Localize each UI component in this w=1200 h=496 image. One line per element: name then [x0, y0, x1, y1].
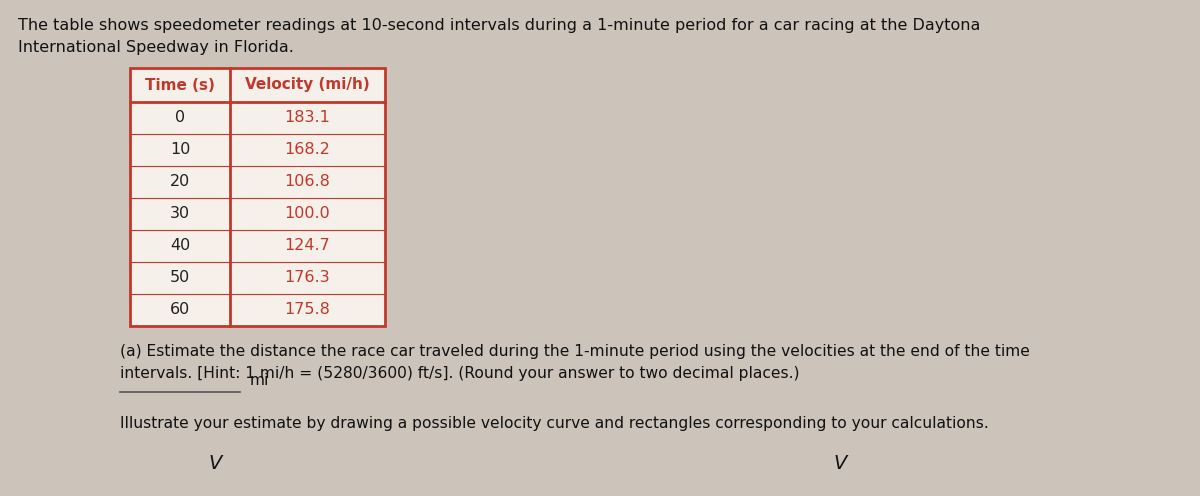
Text: 124.7: 124.7	[284, 239, 330, 253]
Text: 0: 0	[175, 111, 185, 125]
Text: Time (s): Time (s)	[145, 77, 215, 92]
Text: Illustrate your estimate by drawing a possible velocity curve and rectangles cor: Illustrate your estimate by drawing a po…	[120, 416, 989, 431]
Text: 183.1: 183.1	[284, 111, 330, 125]
Text: 106.8: 106.8	[284, 175, 330, 189]
Text: 30: 30	[170, 206, 190, 222]
Text: 50: 50	[170, 270, 190, 286]
Text: V: V	[209, 454, 222, 473]
Text: (a) Estimate the distance the race car traveled during the 1-minute period using: (a) Estimate the distance the race car t…	[120, 344, 1030, 359]
Text: 168.2: 168.2	[284, 142, 330, 158]
Text: 40: 40	[170, 239, 190, 253]
Text: International Speedway in Florida.: International Speedway in Florida.	[18, 40, 294, 55]
Text: V: V	[833, 454, 847, 473]
Text: 10: 10	[170, 142, 190, 158]
Text: 175.8: 175.8	[284, 303, 330, 317]
Text: 20: 20	[170, 175, 190, 189]
Text: Velocity (mi/h): Velocity (mi/h)	[245, 77, 370, 92]
Text: intervals. [Hint: 1 mi/h = (5280/3600) ft/s]. (Round your answer to two decimal : intervals. [Hint: 1 mi/h = (5280/3600) f…	[120, 366, 799, 381]
Text: mi: mi	[250, 373, 269, 388]
Text: 100.0: 100.0	[284, 206, 330, 222]
Text: 176.3: 176.3	[284, 270, 330, 286]
Bar	[130, 68, 385, 326]
Text: 60: 60	[170, 303, 190, 317]
Text: The table shows speedometer readings at 10-second intervals during a 1-minute pe: The table shows speedometer readings at …	[18, 18, 980, 33]
